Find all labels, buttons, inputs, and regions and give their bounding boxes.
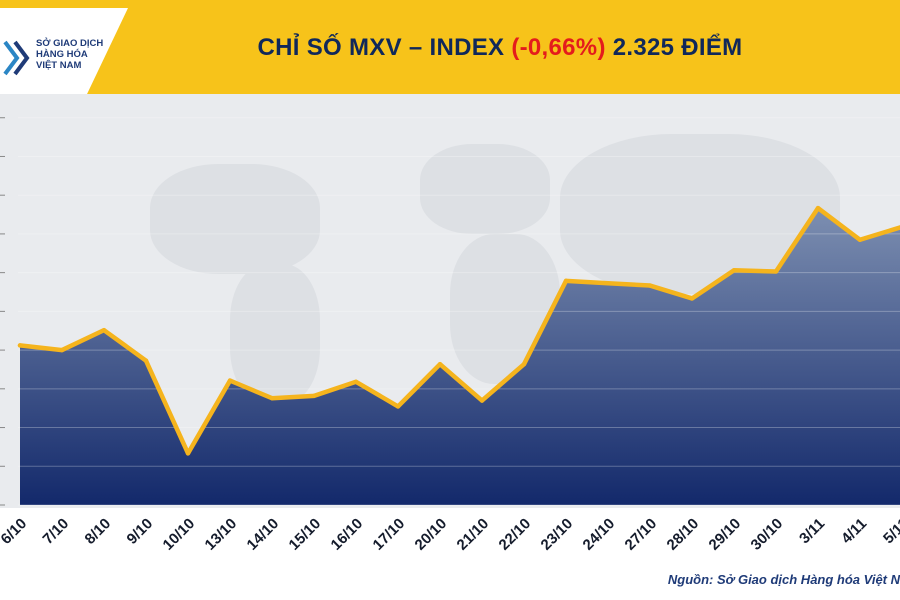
- x-tick-label: 14/10: [244, 515, 283, 554]
- data-point: [17, 343, 23, 348]
- data-point: [437, 361, 443, 367]
- data-point: [857, 237, 863, 242]
- source-note: Nguồn: Sở Giao dịch Hàng hóa Việt N: [667, 572, 900, 587]
- x-tick-label: 5/11: [880, 515, 900, 547]
- x-tick-label: 6/10: [0, 515, 30, 548]
- data-point: [689, 296, 695, 301]
- series-line: [17, 205, 900, 456]
- data-point: [59, 347, 65, 353]
- title-change: (-0,66%): [511, 34, 606, 61]
- data-point: [479, 398, 485, 403]
- x-tick-label: 8/10: [82, 515, 115, 548]
- data-point: [605, 281, 611, 286]
- data-point: [521, 361, 527, 367]
- x-tick-label: 20/10: [412, 515, 451, 554]
- x-tick-label: 28/10: [664, 515, 703, 554]
- x-tick-label: 16/10: [328, 515, 367, 554]
- data-point: [815, 205, 821, 211]
- data-point: [143, 358, 149, 363]
- x-tick-label: 13/10: [202, 515, 241, 554]
- world-map-shape: [150, 164, 320, 274]
- x-tick-label: 30/10: [748, 515, 787, 554]
- x-tick-label: 21/10: [454, 515, 493, 554]
- data-point: [185, 451, 191, 456]
- x-tick-label: 17/10: [370, 515, 409, 554]
- title-prefix: CHỈ SỐ MXV – INDEX: [257, 34, 505, 61]
- data-point: [269, 396, 275, 401]
- data-point: [647, 283, 653, 288]
- logo-text: SỞ GIAO DỊCH HÀNG HÓA VIỆT NAM: [36, 38, 104, 71]
- data-point: [773, 269, 779, 274]
- world-map-shape: [420, 144, 550, 234]
- data-point: [227, 378, 233, 383]
- x-tick-label: 15/10: [286, 515, 325, 554]
- x-tick-label: 3/11: [796, 515, 828, 547]
- data-point: [731, 268, 737, 273]
- data-point: [353, 379, 359, 384]
- x-tick-label: 9/10: [124, 515, 157, 548]
- data-point: [395, 404, 401, 409]
- title-value: 2.325 ĐIỂM: [612, 34, 743, 61]
- chart-title: CHỈ SỐ MXV – INDEX (-0,66%) 2.325 ĐIỂM: [140, 34, 860, 74]
- data-point: [101, 327, 107, 333]
- x-tick-label: 29/10: [706, 515, 745, 554]
- x-tick-label: 10/10: [160, 515, 199, 554]
- data-point: [311, 393, 317, 399]
- data-point: [563, 278, 569, 284]
- x-tick-label: 22/10: [496, 515, 535, 554]
- series-area: [20, 208, 900, 505]
- x-tick-label: 23/10: [538, 515, 577, 554]
- x-tick-label: 24/10: [580, 515, 619, 554]
- x-tick-label: 4/11: [838, 515, 870, 547]
- logo-chevron-icon: [3, 40, 30, 76]
- header-band: [0, 0, 900, 94]
- x-tick-label: 7/10: [40, 515, 73, 548]
- world-map-shape: [230, 264, 320, 404]
- x-tick-label: 27/10: [622, 515, 661, 554]
